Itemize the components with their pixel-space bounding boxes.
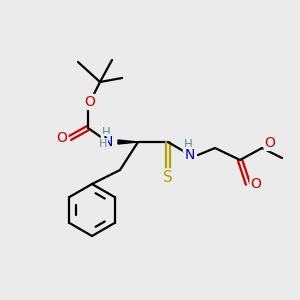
Text: S: S — [163, 169, 173, 184]
Text: O: O — [265, 136, 275, 150]
Text: O: O — [85, 95, 95, 109]
Text: O: O — [250, 177, 261, 191]
Text: H: H — [102, 125, 110, 139]
Polygon shape — [118, 140, 138, 144]
Text: H: H — [184, 139, 192, 152]
Text: N: N — [103, 135, 113, 149]
Text: N: N — [185, 148, 195, 162]
Text: O: O — [57, 131, 68, 145]
Text: H: H — [99, 139, 107, 149]
